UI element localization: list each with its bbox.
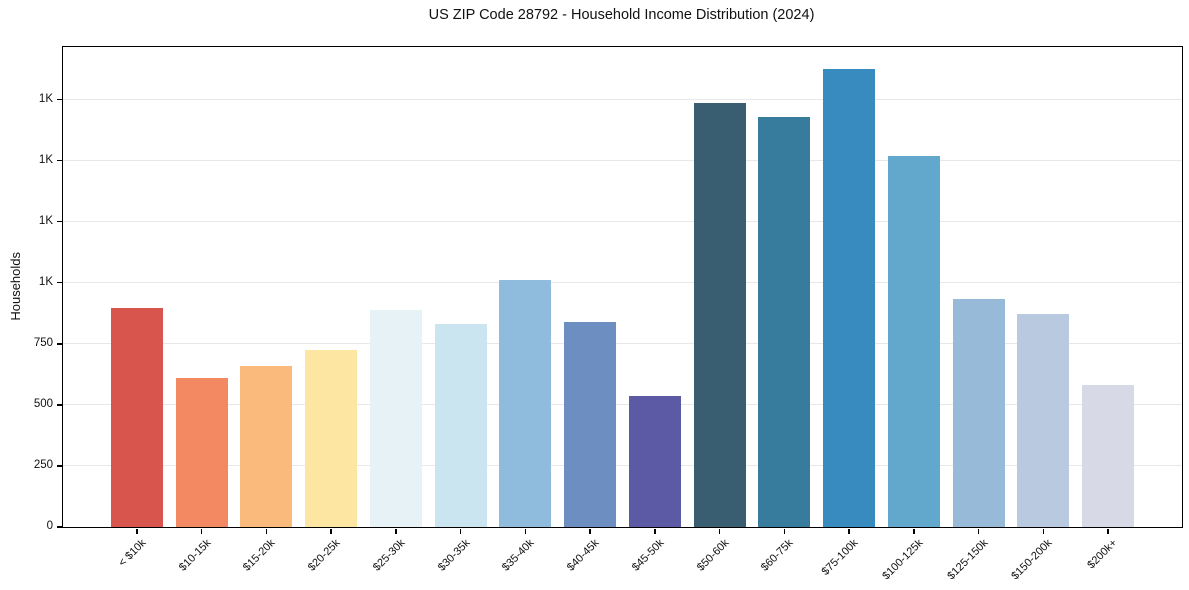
x-tick-mark xyxy=(136,528,138,534)
x-tick-label: $45-50k xyxy=(629,537,667,574)
gridline xyxy=(63,221,1182,223)
x-tick-mark xyxy=(395,528,397,534)
x-tick-mark xyxy=(330,528,332,534)
bar-75-100k xyxy=(823,69,876,527)
x-tick-mark xyxy=(265,528,268,534)
bar-30-35k xyxy=(434,323,487,527)
bar-200k xyxy=(1082,384,1134,527)
gridline xyxy=(63,465,1182,467)
bar-20-25k xyxy=(305,349,358,527)
y-tick-label: 1K xyxy=(38,214,53,227)
x-tick-label: $40-45k xyxy=(565,537,602,574)
x-tick-mark xyxy=(589,528,591,534)
y-axis-label: Households xyxy=(7,251,23,321)
y-tick-label: 1K xyxy=(38,153,53,166)
y-tick-mark xyxy=(56,98,62,101)
y-tick-label: 750 xyxy=(33,336,53,349)
x-tick-label: $30-35k xyxy=(435,537,473,574)
y-tick-label: 0 xyxy=(46,520,53,532)
y-tick-label: 1K xyxy=(38,92,53,105)
x-tick-mark xyxy=(459,528,462,534)
y-tick-mark xyxy=(56,281,62,284)
gridline xyxy=(63,99,1182,101)
x-tick-mark xyxy=(654,528,656,534)
x-tick-label: $50-60k xyxy=(694,537,732,574)
x-tick-label: $25-30k xyxy=(370,537,408,574)
x-tick-mark xyxy=(1042,528,1045,534)
y-tick-mark xyxy=(56,220,62,223)
y-tick-mark xyxy=(56,526,62,528)
x-tick-mark xyxy=(1107,528,1109,534)
x-tick-mark xyxy=(913,528,915,534)
x-tick-label: $15-20k xyxy=(241,537,278,574)
gridline xyxy=(63,160,1182,162)
x-tick-label: $125-150k xyxy=(944,537,991,583)
gridline xyxy=(63,404,1182,406)
x-tick-mark xyxy=(783,528,786,534)
x-tick-label: $150-200k xyxy=(1009,537,1055,583)
bar-40-45k xyxy=(564,322,617,527)
y-tick-mark xyxy=(56,159,62,162)
bar-15-20k xyxy=(240,365,293,527)
plot-area: < $10k $10-15k $15-20k $20-25k $25-30k $30-35… xyxy=(34,46,1183,582)
x-tick-label: $100-125k xyxy=(880,537,926,583)
y-tick-mark xyxy=(56,465,62,467)
x-tick-mark xyxy=(524,528,527,534)
bar-25-30k xyxy=(369,309,422,527)
x-tick-mark xyxy=(718,528,721,534)
y-tick-label: 250 xyxy=(33,458,53,471)
x-tick-label: $200k+ xyxy=(1085,537,1120,572)
bar-10-15k xyxy=(175,377,228,527)
bar-10k xyxy=(111,308,163,527)
y-tick-mark xyxy=(56,404,62,406)
chart-title: US ZIP Code 28792 - Household Income Dis… xyxy=(428,7,815,23)
gridline xyxy=(63,343,1182,345)
y-tick-label: 500 xyxy=(33,397,53,410)
x-tick-label: $10-15k xyxy=(176,537,214,574)
y-tick-label: 1K xyxy=(38,275,53,288)
x-tick-label: $75-100k xyxy=(819,537,861,578)
x-tick-mark xyxy=(200,528,203,534)
gridline xyxy=(63,282,1182,284)
bar-50-60k xyxy=(693,103,746,527)
x-tick-mark xyxy=(848,528,850,534)
bar-45-50k xyxy=(628,396,681,527)
x-tick-label: $35-40k xyxy=(500,537,537,574)
x-tick-label: < $10k xyxy=(116,537,149,570)
bar-35-40k xyxy=(499,279,552,527)
y-tick-mark xyxy=(56,343,62,345)
bar-150-200k xyxy=(1017,313,1070,527)
bar-125-150k xyxy=(952,299,1005,527)
bar-60-75k xyxy=(758,116,811,527)
x-tick-mark xyxy=(977,528,980,534)
x-tick-label: $60-75k xyxy=(759,537,796,574)
bar-100-125k xyxy=(887,156,940,527)
x-tick-label: $20-25k xyxy=(306,537,343,574)
